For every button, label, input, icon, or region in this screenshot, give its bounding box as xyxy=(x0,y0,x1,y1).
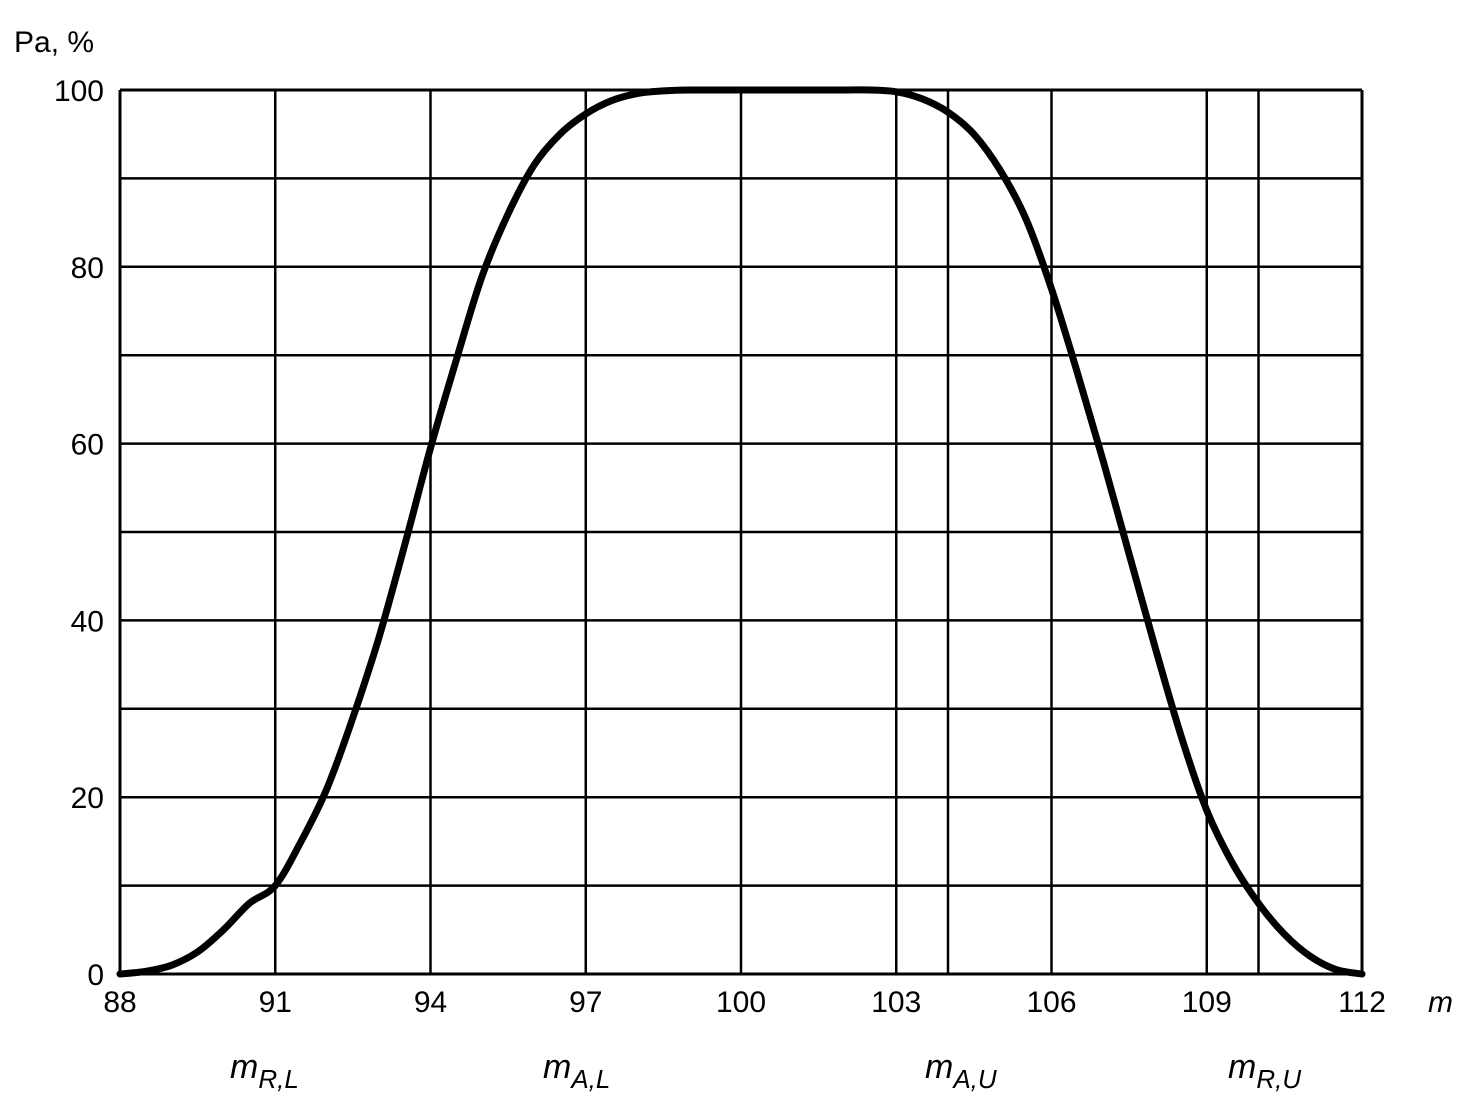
x-tick-label: 100 xyxy=(716,986,766,1019)
y-tick-label: 0 xyxy=(87,959,104,992)
x-tick-label: 103 xyxy=(871,986,921,1019)
tick-labels: 88 91 94 97 100 103 106 109 112 0 20 40 60 80 100 xyxy=(54,75,1386,1019)
y-tick-label: 80 xyxy=(71,252,104,285)
series-layer xyxy=(116,86,1366,978)
x-tick-label: 106 xyxy=(1026,986,1076,1019)
marker-label: mR,L xyxy=(230,1048,299,1094)
series-line-0 xyxy=(116,86,1366,978)
y-tick-label: 100 xyxy=(54,75,104,108)
marker-label: mA,U xyxy=(925,1048,997,1094)
x-tick-label: 94 xyxy=(414,986,447,1019)
marker-label: mR,U xyxy=(1228,1048,1301,1094)
y-tick-label: 60 xyxy=(71,429,104,462)
grid xyxy=(118,88,1364,976)
x-tick-label: 112 xyxy=(1338,986,1386,1019)
x-tick-label: 91 xyxy=(259,986,292,1019)
x-tick-label: 88 xyxy=(103,986,136,1019)
y-tick-label: 40 xyxy=(71,605,104,638)
y-axis-title: Pa, % xyxy=(14,26,94,59)
x-axis-title: m xyxy=(1428,986,1453,1019)
marker-labels: mR,L mA,L mA,U mR,U xyxy=(230,1048,1301,1094)
marker-label: mA,L xyxy=(543,1048,610,1094)
y-tick-label: 20 xyxy=(71,782,104,815)
x-tick-label: 109 xyxy=(1182,986,1232,1019)
x-tick-label: 97 xyxy=(569,986,602,1019)
